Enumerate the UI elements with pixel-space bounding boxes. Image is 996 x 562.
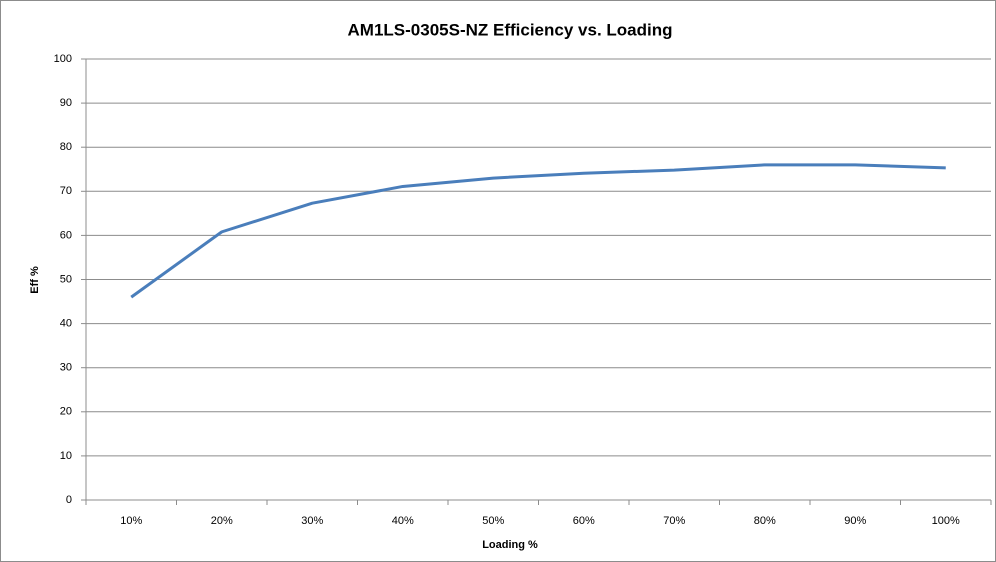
x-tick-label: 50% [482,515,504,527]
y-tick-label: 50 [60,273,72,285]
y-axis-label: Eff % [29,266,41,294]
y-tick-label: 60 [60,229,72,241]
y-tick-label: 0 [66,494,72,506]
y-tick-label: 70 [60,185,72,197]
y-tick-label: 30 [60,362,72,374]
x-tick-label: 90% [844,515,866,527]
x-tick-label: 100% [932,515,960,527]
y-tick-label: 10 [60,450,72,462]
y-tick-label: 40 [60,318,72,330]
x-tick-label: 30% [301,515,323,527]
x-tick-label: 60% [573,515,595,527]
x-tick-label: 40% [392,515,414,527]
x-tick-label: 80% [754,515,776,527]
y-tick-label: 100 [54,53,72,65]
x-tick-label: 20% [211,515,233,527]
y-tick-label: 80 [60,141,72,153]
y-tick-label: 90 [60,97,72,109]
x-tick-label: 70% [663,515,685,527]
x-tick-label: 10% [120,515,142,527]
chart-title: AM1LS-0305S-NZ Efficiency vs. Loading [348,20,673,39]
y-tick-label: 20 [60,406,72,418]
x-axis-label: Loading % [482,539,538,551]
data-line [130,163,946,299]
